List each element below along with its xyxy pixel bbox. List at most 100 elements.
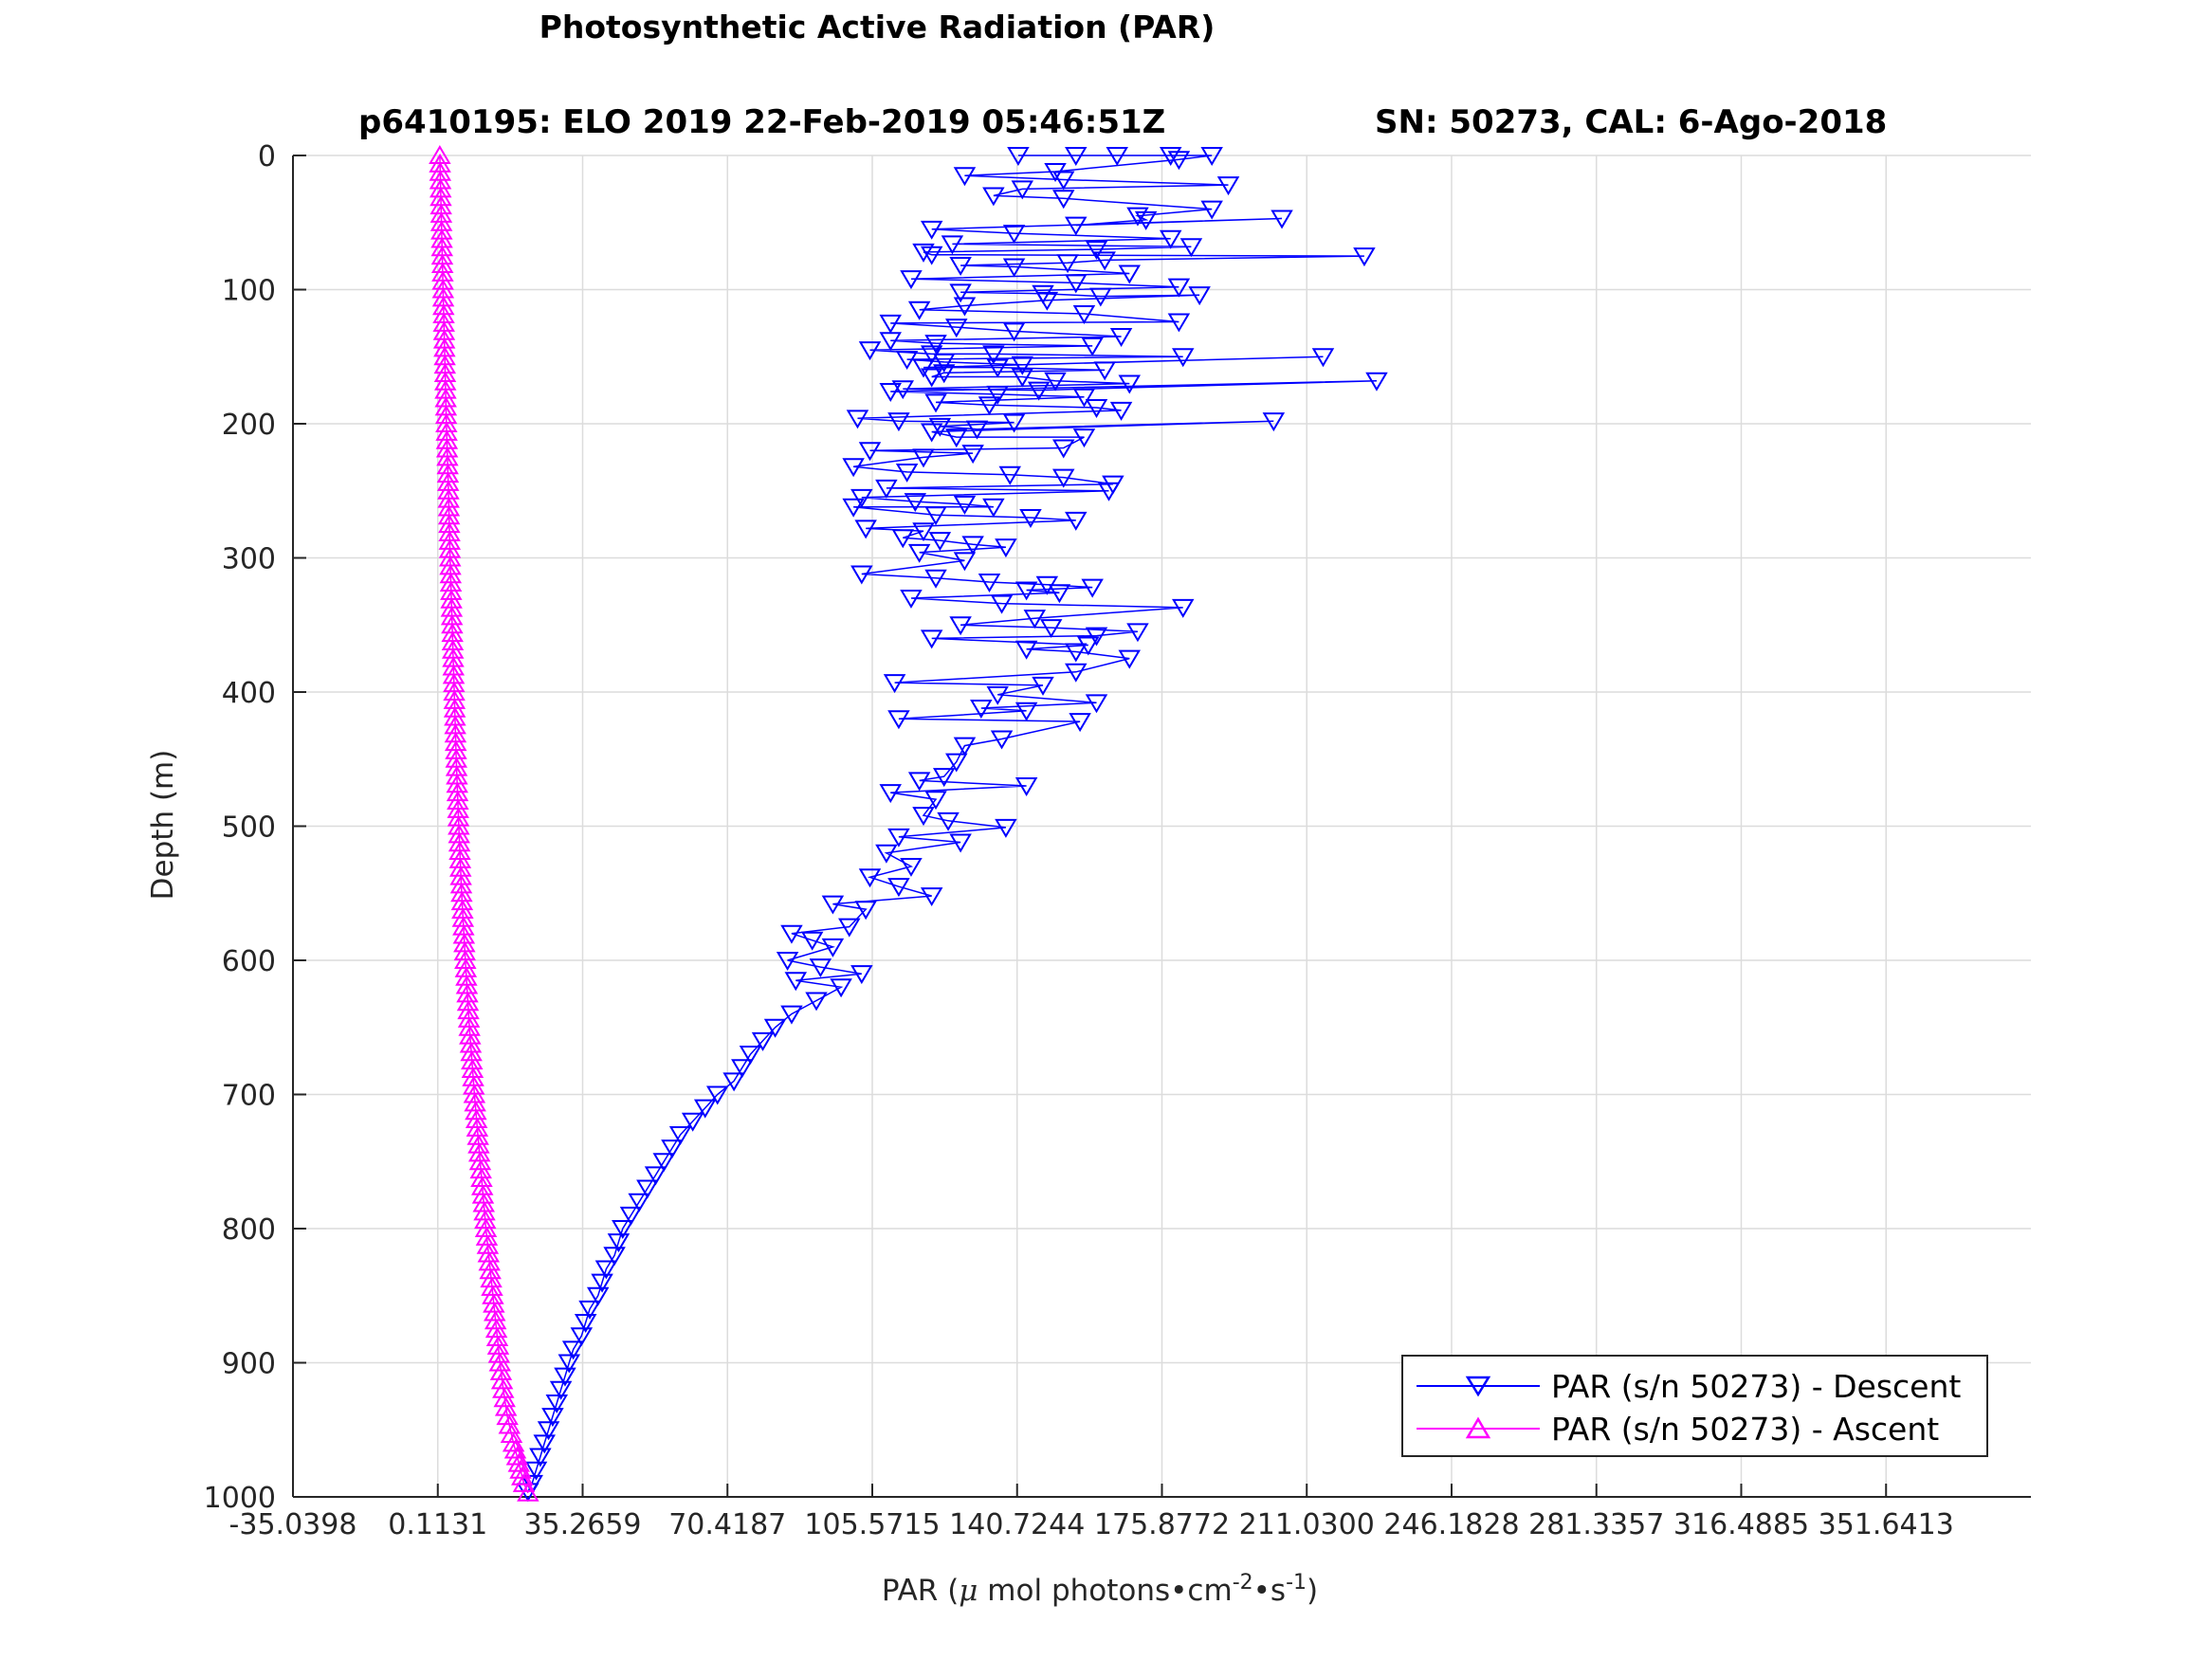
descent-point	[953, 167, 977, 187]
ascent-point	[448, 841, 471, 861]
ascent-point	[485, 1326, 509, 1346]
descent-point	[887, 828, 910, 848]
x-tick-label: 281.3357	[1528, 1508, 1664, 1541]
legend-ascent-marker	[1465, 1416, 1491, 1439]
descent-point	[751, 1031, 775, 1051]
descent-point	[1093, 251, 1116, 271]
legend-ascent-label: PAR (s/n 50273) - Ascent	[1551, 1411, 1939, 1448]
descent-point	[961, 445, 984, 465]
descent-point	[1027, 381, 1051, 401]
y-tick-label: 700	[222, 1080, 276, 1113]
ascent-point	[483, 1293, 505, 1313]
descent-point	[879, 784, 902, 804]
descent-point	[1065, 663, 1088, 683]
x-tick-label: 175.8772	[1094, 1508, 1230, 1541]
descent-point	[875, 479, 898, 499]
ascent-point	[517, 1482, 539, 1502]
ascent-point	[448, 832, 471, 852]
y-tick-label: 300	[222, 543, 276, 576]
ascent-point	[490, 1370, 514, 1390]
descent-point	[1200, 200, 1223, 220]
descent-line	[527, 155, 1378, 1492]
ascent-point	[453, 941, 477, 961]
descent-point	[591, 1273, 613, 1293]
ascent-point	[449, 866, 472, 885]
descent-point	[920, 887, 943, 907]
descent-point	[937, 811, 960, 831]
descent-point	[763, 1018, 787, 1038]
x-tick-label: 0.1131	[388, 1508, 487, 1541]
ascent-point	[462, 1066, 484, 1086]
descent-point	[1271, 210, 1293, 229]
descent-point	[1159, 229, 1182, 249]
descent-point	[594, 1260, 618, 1280]
descent-point	[1044, 372, 1067, 392]
descent-point	[1023, 610, 1047, 629]
ascent-point	[451, 907, 475, 927]
legend-descent-label: PAR (s/n 50273) - Descent	[1551, 1368, 1961, 1405]
descent-point	[883, 674, 906, 694]
ascent-point	[463, 1084, 486, 1103]
series-layer	[429, 145, 1388, 1503]
descent-point	[1065, 147, 1088, 166]
descent-point	[953, 552, 977, 572]
ascent-point	[457, 1000, 480, 1020]
ascent-point	[486, 1335, 510, 1355]
descent-point	[846, 410, 869, 429]
descent-point	[1179, 238, 1203, 258]
ascent-point	[472, 1193, 495, 1212]
descent-point	[932, 353, 956, 373]
x-axis-label-mid: •s	[1253, 1574, 1286, 1608]
descent-point	[982, 345, 1005, 365]
ascent-point	[455, 975, 479, 994]
descent-point	[1085, 241, 1108, 261]
descent-point	[561, 1340, 585, 1360]
descent-point	[928, 417, 952, 437]
ascent-point	[452, 924, 476, 944]
ascent-point	[481, 1276, 503, 1296]
descent-point	[1118, 374, 1142, 394]
descent-point	[858, 442, 882, 462]
descent-point	[1002, 322, 1026, 342]
descent-point	[900, 589, 923, 609]
ascent-point	[467, 1134, 490, 1154]
x-axis-label-exp2: -1	[1286, 1571, 1307, 1595]
y-tick-label: 600	[222, 945, 276, 978]
ascent-point	[475, 1226, 499, 1246]
descent-point	[1365, 372, 1388, 392]
ascent-point	[462, 1075, 485, 1095]
ascent-point	[473, 1201, 496, 1221]
ascent-point	[458, 1016, 481, 1036]
descent-point	[953, 297, 977, 317]
descent-point	[887, 412, 910, 432]
descent-point	[879, 314, 902, 334]
y-tick-label: 0	[258, 140, 276, 173]
descent-point	[978, 573, 1001, 592]
descent-point	[1015, 640, 1038, 660]
descent-point	[1015, 702, 1038, 721]
descent-point	[924, 335, 947, 355]
descent-point	[1109, 328, 1133, 347]
descent-point	[953, 737, 977, 757]
ascent-point	[507, 1452, 531, 1472]
ascent-point	[461, 1050, 484, 1070]
descent-point	[920, 368, 943, 388]
descent-point	[1167, 151, 1191, 171]
ascent-point	[484, 1319, 508, 1339]
axes	[292, 155, 2031, 1498]
descent-point	[739, 1046, 762, 1066]
ascent-point	[456, 983, 479, 1003]
descent-point	[681, 1112, 704, 1132]
y-tick-label: 500	[222, 811, 276, 845]
ascent-point	[484, 1302, 506, 1322]
ascent-point	[471, 1184, 495, 1204]
descent-point	[924, 506, 947, 526]
ascent-point	[448, 824, 470, 844]
descent-point	[1048, 584, 1071, 604]
descent-point	[549, 1380, 573, 1400]
y-tick-label: 100	[222, 275, 276, 308]
descent-point	[995, 818, 1017, 838]
descent-point	[1051, 439, 1075, 459]
descent-point	[982, 498, 1005, 518]
ascent-point	[459, 1025, 482, 1045]
